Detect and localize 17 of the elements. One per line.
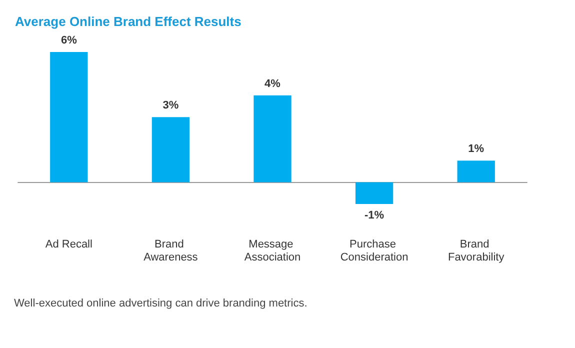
x-tick-label: Brand Awareness (144, 238, 198, 264)
text: Well-executed online advertising can drive branding metrics. (14, 298, 308, 310)
data-label: 4% (264, 78, 281, 90)
x-tick-label: Purchase Consideration (340, 238, 408, 264)
bar (50, 52, 88, 182)
bar (152, 117, 190, 182)
data-label: -1% (364, 210, 384, 222)
data-label: 1% (468, 143, 484, 156)
x-tick-label: Ad Recall (45, 238, 92, 250)
bar (254, 95, 292, 182)
x-tick-label: Brand Favorability (448, 238, 505, 264)
chart-title: Average Online Brand Effect Results (15, 14, 242, 29)
data-label: 6% (60, 34, 78, 46)
data-label: 3% (162, 100, 179, 112)
bar (457, 160, 495, 182)
bar (355, 182, 394, 204)
x-tick-label: Message Association (244, 238, 301, 264)
